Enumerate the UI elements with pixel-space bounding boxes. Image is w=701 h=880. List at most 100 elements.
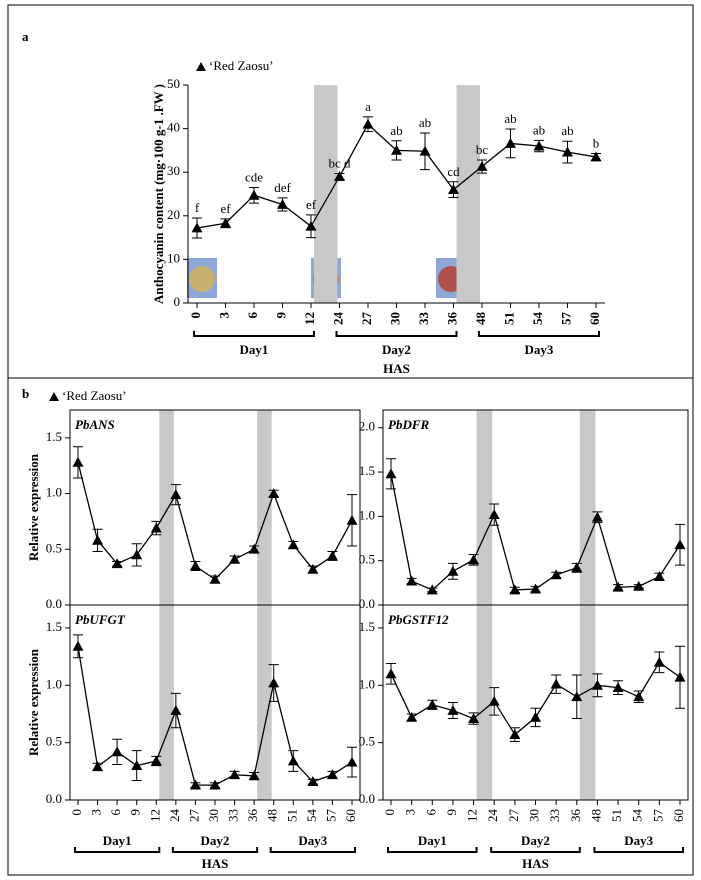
x-axis-label: HAS bbox=[383, 361, 410, 376]
marker bbox=[419, 145, 431, 156]
marker bbox=[248, 543, 260, 554]
marker bbox=[111, 558, 123, 569]
x-tick-label: 24 bbox=[485, 809, 500, 823]
night-band bbox=[257, 605, 272, 800]
x-tick-label: 12 bbox=[465, 809, 480, 822]
group-label: Day3 bbox=[525, 342, 554, 357]
marker bbox=[674, 539, 686, 550]
x-tick-label: 54 bbox=[530, 312, 545, 326]
marker bbox=[550, 569, 562, 580]
marker bbox=[334, 171, 345, 181]
group-bracket bbox=[171, 847, 259, 853]
x-tick-label: 30 bbox=[387, 312, 402, 325]
y-tick-label: 0.0 bbox=[46, 791, 62, 806]
x-tick-label: 33 bbox=[416, 312, 431, 326]
x-tick-label: 51 bbox=[609, 809, 624, 822]
marker bbox=[229, 769, 241, 780]
group-bracket bbox=[478, 331, 600, 337]
marker bbox=[468, 713, 480, 723]
series-line bbox=[390, 473, 681, 591]
night-band bbox=[579, 605, 596, 800]
significance-label: bc d bbox=[328, 155, 351, 170]
y-tick-label: 0.5 bbox=[46, 540, 62, 555]
marker bbox=[287, 755, 299, 766]
x-tick-label: 48 bbox=[473, 312, 488, 326]
x-tick-label: 6 bbox=[108, 809, 123, 816]
night-band bbox=[314, 85, 338, 303]
marker bbox=[92, 761, 104, 772]
x-tick-label: 48 bbox=[265, 809, 280, 822]
marker bbox=[530, 583, 541, 594]
y-tick-label: 1.0 bbox=[359, 676, 375, 691]
x-tick-label: 12 bbox=[302, 312, 317, 325]
x-tick-label: 36 bbox=[444, 312, 459, 326]
marker bbox=[248, 189, 260, 200]
marker bbox=[209, 779, 221, 790]
significance-label: cde bbox=[245, 169, 263, 184]
chart-title: PbUFGT bbox=[75, 612, 126, 627]
x-tick-label: 57 bbox=[558, 312, 573, 326]
y-tick-label: 0.5 bbox=[359, 734, 375, 749]
night-band bbox=[257, 410, 272, 605]
marker bbox=[111, 746, 123, 757]
marker bbox=[533, 140, 545, 151]
marker bbox=[92, 534, 104, 545]
marker bbox=[509, 729, 521, 740]
x-tick-label: 33 bbox=[547, 809, 562, 822]
x-tick-label: 57 bbox=[323, 809, 338, 823]
y-axis-label: Relative expression bbox=[26, 453, 41, 561]
marker bbox=[530, 711, 541, 722]
y-tick-label: 10 bbox=[167, 250, 180, 265]
marker bbox=[674, 671, 686, 682]
x-tick-label: 12 bbox=[147, 809, 162, 822]
x-tick-label: 27 bbox=[506, 809, 521, 823]
marker bbox=[268, 488, 280, 498]
marker bbox=[305, 220, 317, 231]
x-tick-label: 0 bbox=[69, 809, 84, 816]
y-tick-label: 0.0 bbox=[359, 596, 375, 611]
x-tick-label: 54 bbox=[630, 809, 645, 823]
marker bbox=[287, 539, 299, 550]
marker bbox=[170, 489, 182, 500]
marker bbox=[326, 769, 338, 780]
significance-label: a bbox=[365, 99, 371, 114]
group-bracket bbox=[269, 847, 356, 853]
marker bbox=[505, 137, 516, 148]
x-tick-label: 24 bbox=[330, 312, 345, 326]
marker bbox=[346, 756, 358, 767]
y-tick-label: 1.5 bbox=[359, 619, 375, 634]
marker bbox=[220, 217, 231, 228]
significance-label: def bbox=[274, 180, 291, 195]
x-tick-label: 9 bbox=[273, 312, 288, 319]
y-axis-label: Anthocyanin content (mg·100 g-1 .FW ) bbox=[151, 84, 166, 304]
x-tick-label: 51 bbox=[284, 809, 299, 822]
group-label: Day2 bbox=[201, 833, 230, 848]
marker bbox=[131, 549, 143, 560]
y-tick-label: 0 bbox=[174, 294, 181, 309]
x-tick-label: 36 bbox=[568, 809, 583, 823]
marker bbox=[612, 682, 624, 692]
panel-label: a bbox=[22, 29, 29, 44]
marker bbox=[468, 554, 480, 565]
y-tick-label: 50 bbox=[167, 76, 180, 91]
marker bbox=[191, 222, 203, 233]
y-tick-label: 20 bbox=[167, 207, 180, 222]
x-tick-label: 3 bbox=[216, 312, 231, 319]
legend-label: ‘Red Zaosu’ bbox=[62, 388, 127, 403]
y-tick-label: 1.0 bbox=[46, 676, 62, 691]
panel-b-frame bbox=[7, 377, 694, 876]
marker bbox=[653, 656, 665, 667]
marker bbox=[72, 640, 84, 651]
x-tick-label: 30 bbox=[526, 809, 541, 822]
plot-frame bbox=[69, 604, 361, 801]
marker bbox=[612, 581, 624, 592]
night-band bbox=[476, 605, 493, 800]
y-tick-label: 1.5 bbox=[46, 429, 62, 444]
legend-marker bbox=[49, 392, 59, 401]
x-tick-label: 60 bbox=[343, 809, 358, 822]
marker bbox=[591, 511, 603, 522]
marker bbox=[447, 565, 459, 576]
marker bbox=[170, 705, 182, 715]
night-band bbox=[159, 410, 174, 605]
